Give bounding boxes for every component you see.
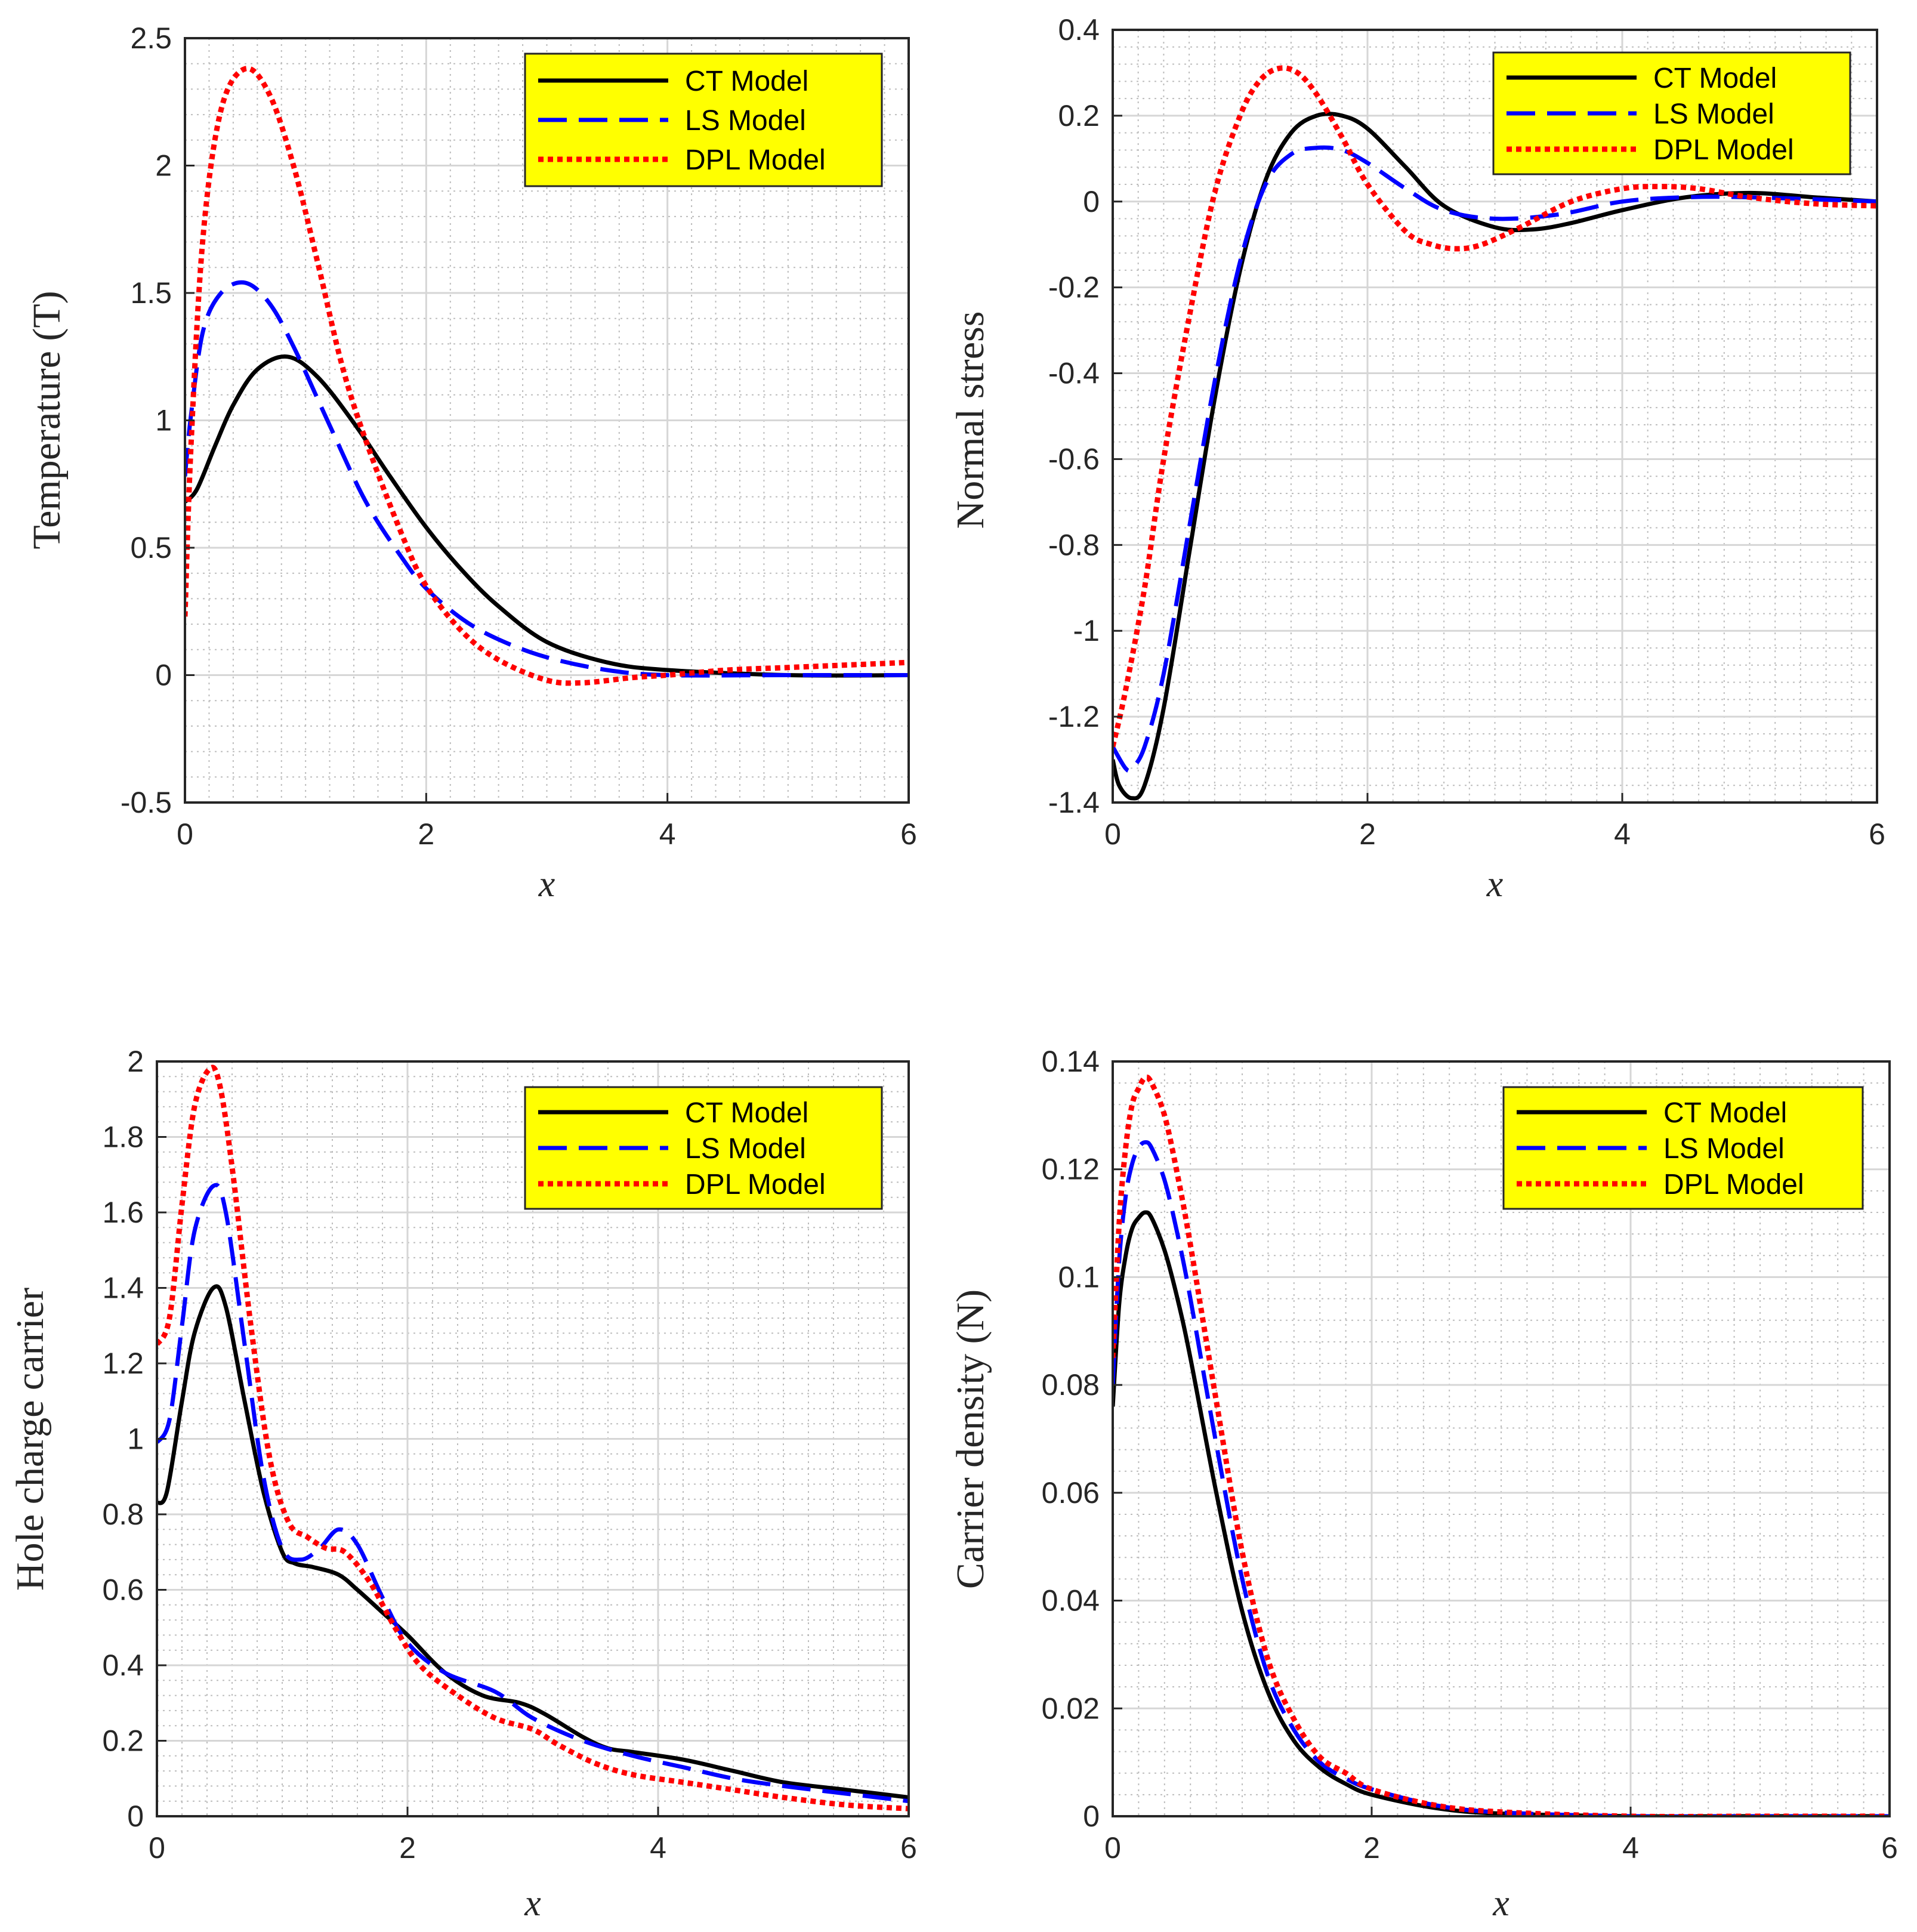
legend-entry-label: DPL Model xyxy=(685,1169,826,1200)
x-tick-label: 6 xyxy=(1881,1831,1898,1865)
x-axis-label: x xyxy=(524,1883,541,1924)
y-tick-label: 0.1 xyxy=(1058,1260,1100,1294)
y-tick-label: 0.8 xyxy=(102,1498,144,1531)
y-tick-label: -0.8 xyxy=(1048,528,1100,561)
x-axis-label: x xyxy=(538,864,555,905)
y-tick-label: 0.4 xyxy=(1058,13,1100,47)
series-line-dpl-model xyxy=(185,66,909,686)
y-tick-label: 0.08 xyxy=(1042,1368,1100,1402)
y-tick-label: 0.12 xyxy=(1042,1153,1100,1186)
x-tick-label: 2 xyxy=(399,1831,416,1865)
y-tick-label: 1 xyxy=(127,1422,144,1456)
y-tick-label: 1.2 xyxy=(102,1347,144,1380)
y-tick-label: 0.5 xyxy=(130,531,172,564)
y-tick-label: 0.2 xyxy=(1058,99,1100,132)
legend-entry-label: LS Model xyxy=(1653,98,1774,130)
y-tick-label: 1.4 xyxy=(102,1271,144,1305)
y-tick-label: -0.2 xyxy=(1048,271,1100,304)
series-line-ls-model xyxy=(1113,145,1877,773)
y-tick-label: -1 xyxy=(1073,614,1100,647)
legend: CT Model LS Model DPL Model xyxy=(524,1086,883,1210)
x-tick-label: 0 xyxy=(149,1831,165,1865)
x-tick-label: 0 xyxy=(177,817,193,851)
legend: CT Model LS Model DPL Model xyxy=(1492,51,1851,175)
legend-entry-label: LS Model xyxy=(685,1133,806,1165)
y-tick-label: 0 xyxy=(127,1800,144,1833)
y-tick-label: 1.5 xyxy=(130,276,172,310)
x-tick-label: 4 xyxy=(650,1831,666,1865)
y-tick-label: -0.4 xyxy=(1048,357,1100,390)
y-tick-label: 0.2 xyxy=(102,1724,144,1758)
y-tick-label: 1.6 xyxy=(102,1196,144,1229)
legend: CT Model LS Model DPL Model xyxy=(524,53,883,187)
axes-box xyxy=(1112,29,1878,804)
y-tick-label: 0.14 xyxy=(1042,1045,1100,1078)
legend-entry-label: DPL Model xyxy=(1653,134,1794,166)
x-tick-label: 6 xyxy=(900,817,917,851)
legend-entry-label: CT Model xyxy=(1663,1097,1787,1129)
y-axis-label: Hole charge carrier xyxy=(8,1288,52,1591)
x-axis-label: x xyxy=(1486,864,1504,905)
y-tick-label: 1 xyxy=(155,404,172,437)
legend-entry-label: DPL Model xyxy=(685,144,826,176)
legend-entry-label: CT Model xyxy=(685,1097,808,1129)
series-line-dpl-model xyxy=(1113,1074,1890,1816)
y-tick-label: 0.04 xyxy=(1042,1584,1100,1618)
y-tick-label: 2 xyxy=(155,149,172,183)
legend-entry-label: LS Model xyxy=(685,105,806,137)
x-tick-label: 4 xyxy=(1614,817,1631,851)
x-tick-label: 2 xyxy=(1363,1831,1380,1865)
axes-box xyxy=(1112,1060,1891,1817)
y-axis-label: Normal stress xyxy=(949,311,992,529)
y-tick-label: 2 xyxy=(127,1045,144,1078)
chart-panel-3: 0 2 4 6 0 0.2 0.4 0.6 0.8 1 1.2 1.4 1.6 1.8 2 x Hole cha… xyxy=(8,1045,917,1924)
x-tick-label: 2 xyxy=(418,817,434,851)
y-tick-label: -1.2 xyxy=(1048,700,1100,733)
y-tick-label: 0.4 xyxy=(102,1649,144,1682)
y-tick-label: 0.6 xyxy=(102,1573,144,1607)
series-line-ct-model xyxy=(157,1284,909,1800)
y-tick-label: -0.6 xyxy=(1048,442,1100,476)
y-axis-label: Temperature (T) xyxy=(25,291,69,549)
legend-entry-label: DPL Model xyxy=(1663,1169,1804,1200)
series-line-ls-model xyxy=(157,1183,909,1804)
series-line-ct-model xyxy=(185,354,909,678)
y-axis-label: Carrier density (N) xyxy=(949,1289,992,1589)
x-tick-label: 6 xyxy=(900,1831,917,1865)
y-tick-label: -0.5 xyxy=(121,786,172,819)
y-tick-label: 0 xyxy=(155,659,172,692)
legend-entry-label: CT Model xyxy=(685,66,808,97)
chart-panel-2: 0 2 4 6 -1.4 -1.2 -1 -0.8 -0.6 -0.4 -0.2 0 0.2 0.4 x No… xyxy=(949,13,1885,905)
y-tick-label: 0.06 xyxy=(1042,1476,1100,1510)
chart-panel-4: 0 2 4 6 0 0.02 0.04 0.06 0.08 0.1 0.12 0.14 x Carrier… xyxy=(949,1045,1898,1924)
y-tick-label: 0 xyxy=(1083,185,1100,218)
y-tick-label: 0.02 xyxy=(1042,1692,1100,1725)
x-tick-label: 4 xyxy=(1622,1831,1639,1865)
y-tick-label: 1.8 xyxy=(102,1121,144,1154)
y-tick-label: 0 xyxy=(1083,1800,1100,1833)
series-line-ls-model xyxy=(185,280,909,678)
series-line-dpl-model xyxy=(157,1064,909,1811)
legend-entry-label: CT Model xyxy=(1653,63,1777,94)
y-tick-label: -1.4 xyxy=(1048,786,1100,819)
legend-entry-label: LS Model xyxy=(1663,1133,1785,1165)
x-tick-label: 4 xyxy=(659,817,676,851)
x-tick-label: 0 xyxy=(1104,817,1121,851)
x-tick-label: 6 xyxy=(1869,817,1885,851)
series-line-ct-model xyxy=(1113,112,1877,801)
x-tick-label: 0 xyxy=(1104,1831,1121,1865)
x-tick-label: 2 xyxy=(1359,817,1376,851)
y-tick-label: 2.5 xyxy=(130,21,172,55)
x-axis-label: x xyxy=(1492,1883,1509,1924)
legend: CT Model LS Model DPL Model xyxy=(1502,1086,1864,1210)
